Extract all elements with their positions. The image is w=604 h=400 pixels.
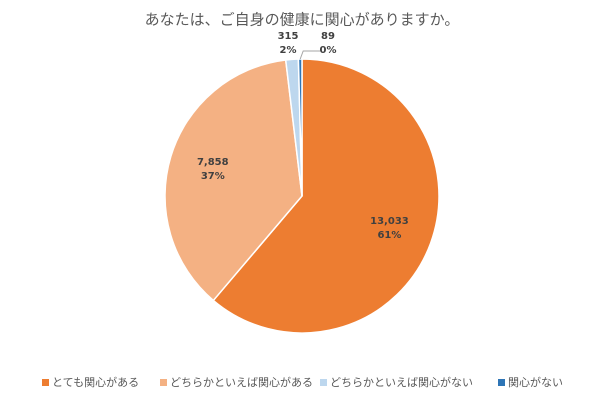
percent-label: 2% (280, 45, 297, 56)
pie-slice (212, 58, 440, 334)
percent-label: 37% (201, 171, 225, 182)
legend-swatch (42, 379, 49, 386)
legend-label: 関心がない (508, 375, 563, 389)
data-label: 315 (278, 31, 299, 42)
data-label: 13,033 (370, 216, 409, 227)
legend-swatch (498, 379, 505, 386)
legend-swatch (320, 379, 327, 386)
legend-label: とても関心がある (52, 375, 139, 389)
legend-label: どちらかといえば関心がない (330, 375, 473, 389)
percent-label: 61% (377, 230, 401, 241)
leader-line (299, 50, 320, 60)
percent-label: 0% (320, 45, 337, 56)
data-label: 7,858 (197, 157, 229, 168)
data-label: 89 (321, 31, 335, 42)
legend-swatch (160, 379, 167, 386)
chart-title: あなたは、ご自身の健康に関心がありますか。 (145, 11, 460, 29)
pie-slice (164, 59, 303, 302)
legend-label: どちらかといえば関心がある (170, 375, 313, 389)
